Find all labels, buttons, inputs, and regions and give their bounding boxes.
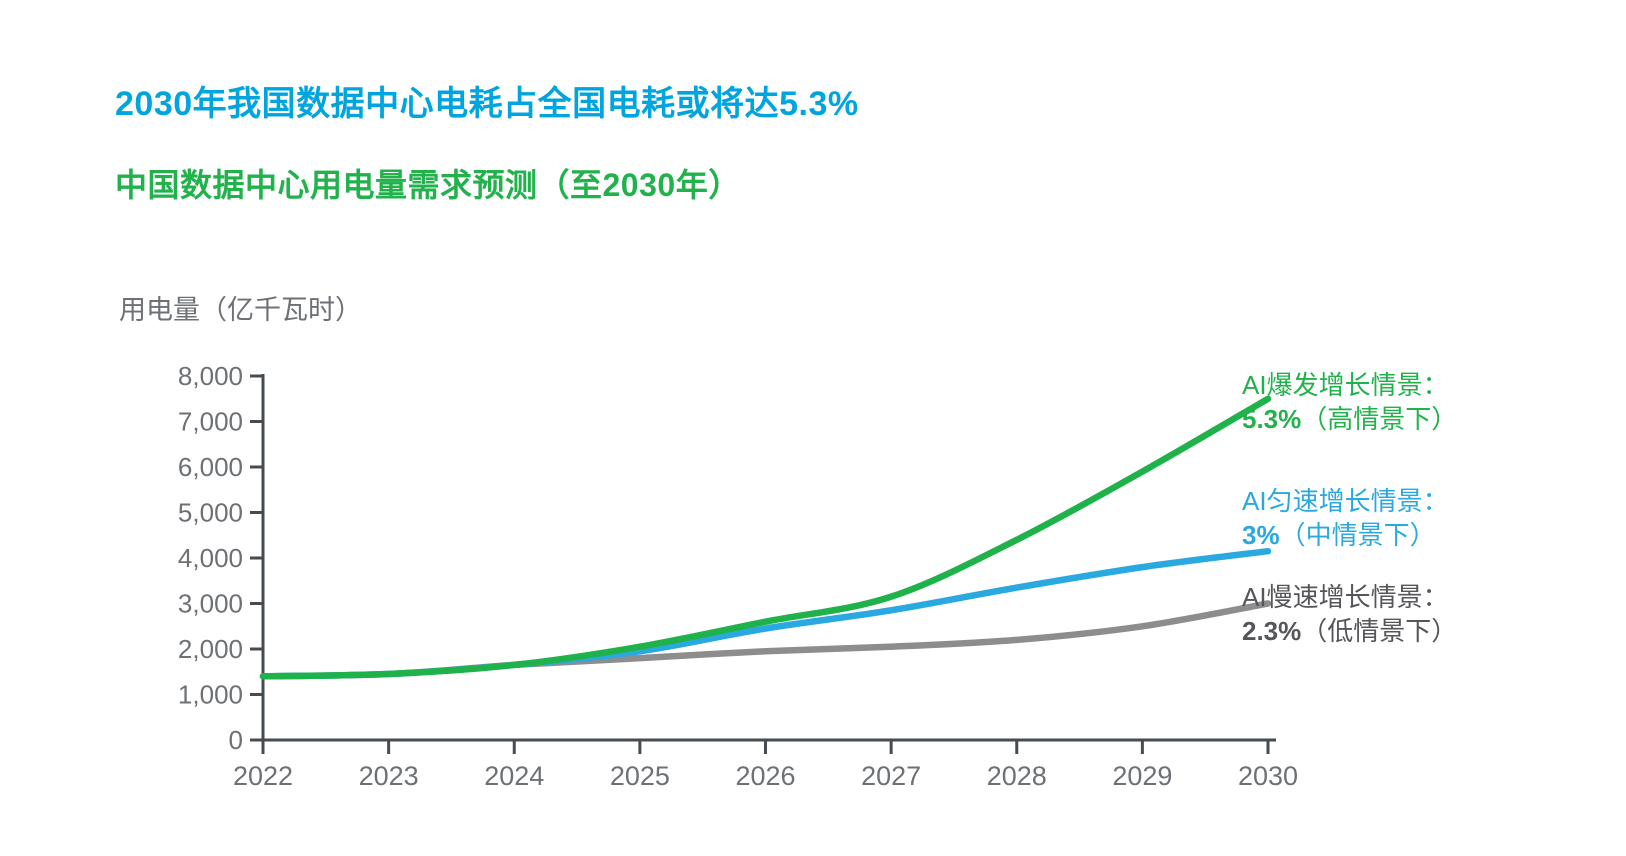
y-axis-tick-label: 6,000 xyxy=(178,452,243,482)
annotation-low-label: AI慢速增长情景： xyxy=(1242,582,1449,612)
y-axis-tick-label: 5,000 xyxy=(178,498,243,528)
chart-title: 中国数据中心用电量需求预测（至2030年） xyxy=(115,167,741,203)
annotation-mid-pct: 3% xyxy=(1242,520,1280,550)
y-axis-tick-label: 2,000 xyxy=(178,634,243,664)
annotation-mid-label: AI匀速增长情景： xyxy=(1242,486,1449,516)
x-axis-tick-label: 2027 xyxy=(861,761,921,791)
x-axis-tick-label: 2022 xyxy=(233,761,293,791)
y-axis-tick-label: 0 xyxy=(229,725,243,755)
y-axis-unit-label: 用电量（亿千瓦时） xyxy=(119,295,362,325)
annotation-mid-suffix: （中情景下） xyxy=(1279,520,1436,550)
annotation-low-pct: 2.3% xyxy=(1242,616,1302,646)
annotation-low-value: 2.3%（低情景下） xyxy=(1242,614,1626,648)
y-axis-tick-label: 8,000 xyxy=(178,361,243,391)
annotation-high-label: AI爆发增长情景： xyxy=(1242,370,1449,400)
x-axis-tick-label: 2024 xyxy=(484,761,544,791)
x-axis-tick-label: 2026 xyxy=(735,761,795,791)
x-axis-tick-label: 2030 xyxy=(1238,761,1298,791)
y-axis-tick-label: 4,000 xyxy=(178,543,243,573)
series-line-mid xyxy=(259,547,1272,680)
annotation-high-suffix: （高情景下） xyxy=(1301,404,1458,434)
annotation-high-scenario: AI爆发增长情景： 5.3%（高情景下） xyxy=(1242,368,1626,436)
y-axis-tick-label: 7,000 xyxy=(178,407,243,437)
x-axis-tick-label: 2025 xyxy=(610,761,670,791)
annotation-low-suffix: （低情景下） xyxy=(1301,616,1458,646)
series-line-low xyxy=(259,600,1272,680)
annotation-mid-value: 3%（中情景下） xyxy=(1242,518,1626,552)
x-axis-tick-label: 2029 xyxy=(1112,761,1172,791)
page-title: 2030年我国数据中心电耗占全国电耗或将达5.3% xyxy=(115,85,859,123)
series-line-high xyxy=(259,395,1272,680)
x-axis-tick-label: 2028 xyxy=(987,761,1047,791)
annotation-high-pct: 5.3% xyxy=(1242,404,1302,434)
x-axis-tick-label: 2023 xyxy=(359,761,419,791)
annotation-mid-scenario: AI匀速增长情景： 3%（中情景下） xyxy=(1242,484,1626,552)
annotation-low-scenario: AI慢速增长情景： 2.3%（低情景下） xyxy=(1242,580,1626,648)
annotation-high-value: 5.3%（高情景下） xyxy=(1242,402,1626,436)
y-axis-tick-label: 1,000 xyxy=(178,680,243,710)
y-axis-tick-label: 3,000 xyxy=(178,589,243,619)
